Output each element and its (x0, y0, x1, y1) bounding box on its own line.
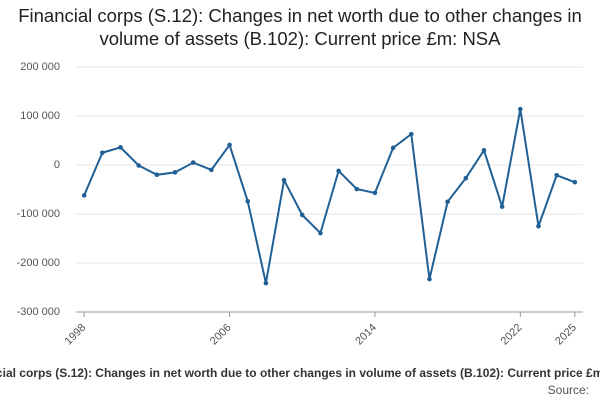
point (172, 170, 178, 175)
point (281, 177, 287, 183)
y-tick-label: 100 000 (20, 110, 60, 122)
x-tick-label: 2025 (553, 322, 579, 348)
point (227, 142, 232, 148)
point (263, 280, 269, 286)
point (427, 276, 432, 282)
point (81, 193, 87, 198)
point (209, 167, 214, 173)
point (518, 106, 523, 112)
x-tick-label: 2006 (208, 322, 234, 348)
x-tick-label: 1998 (63, 322, 89, 348)
point (408, 131, 414, 137)
y-tick-label: 200 000 (20, 61, 60, 73)
point (100, 150, 105, 156)
point (572, 179, 578, 185)
point (445, 199, 450, 205)
point (318, 230, 323, 236)
line (83, 108, 576, 284)
point (499, 204, 505, 209)
title-box: Financial corps (S.12): Changes in net w… (18, 5, 582, 49)
point (245, 198, 251, 204)
y-tick-label: -100 000 (17, 208, 60, 220)
point (136, 163, 141, 168)
point (118, 145, 123, 150)
point (190, 160, 196, 165)
point (463, 175, 469, 181)
point (372, 190, 378, 196)
point (536, 223, 541, 229)
x-tick-label: 2014 (353, 322, 379, 348)
x-tick-label: 2022 (499, 322, 525, 348)
point (154, 172, 160, 178)
point (390, 145, 396, 151)
point (481, 148, 487, 153)
point (554, 172, 559, 178)
y-tick-label: 0 (54, 159, 60, 171)
point (336, 168, 341, 174)
point (354, 186, 360, 192)
caption: Financial corps (S.12): Changes in net w… (0, 366, 600, 380)
chart-title: Financial corps (S.12): Changes in net w… (18, 5, 582, 49)
point (299, 212, 305, 218)
source: Source: (548, 383, 589, 397)
y-tick-label: -300 000 (17, 306, 60, 318)
y-tick-label: -200 000 (17, 257, 60, 269)
